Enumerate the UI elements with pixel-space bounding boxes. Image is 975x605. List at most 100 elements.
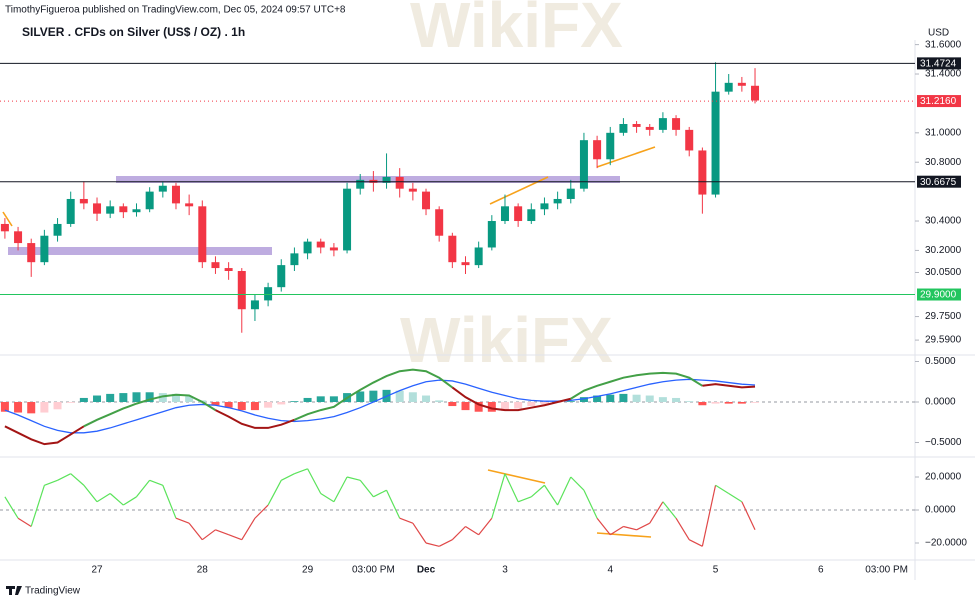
x-tick-label: 5 (713, 565, 719, 576)
x-tick-label: 6 (818, 565, 824, 576)
oscillator-segment (715, 484, 730, 495)
x-tick-label: 03:00 PM (352, 565, 395, 576)
candle-body (632, 123, 641, 127)
oscillator-segment (517, 496, 532, 503)
histogram-bar (711, 402, 720, 404)
candle-body (0, 223, 9, 232)
candle-body (685, 129, 694, 151)
price-label: 31.2160 (920, 96, 957, 107)
candle-body (343, 188, 352, 251)
candle-body (408, 188, 417, 192)
oscillator-segment (149, 479, 164, 486)
histogram-bar (171, 393, 180, 403)
oscillator-segment (254, 504, 269, 519)
histogram-bar (14, 402, 23, 413)
histogram-bar (237, 402, 246, 411)
y-tick-label: 30.0500 (925, 267, 962, 278)
histogram-bar (211, 402, 220, 406)
logo (6, 586, 22, 595)
histogram-bar (316, 396, 325, 403)
macd-line (451, 386, 572, 412)
oscillator-segment (491, 473, 506, 519)
histogram-bar (474, 402, 483, 412)
oscillator-segment (662, 501, 677, 519)
trendline (596, 146, 656, 168)
footer-text: TradingView (25, 586, 81, 597)
x-tick-label: 03:00 PM (865, 565, 908, 576)
histogram-bar (145, 392, 154, 403)
oscillator-segment (83, 484, 98, 503)
trendline (487, 469, 546, 484)
histogram-bar (527, 402, 536, 407)
histogram-bar (185, 396, 194, 403)
y-tick-label: 30.2000 (925, 245, 962, 256)
histogram-bar (119, 393, 128, 403)
candle-body (711, 91, 720, 195)
price-label: 30.6675 (920, 177, 957, 188)
zone (116, 176, 620, 183)
histogram-bar (514, 402, 523, 409)
oscillator-segment (70, 473, 85, 486)
x-tick-label: 28 (197, 565, 209, 576)
oscillator-segment (294, 468, 308, 475)
candle-body (395, 176, 404, 189)
oscillator-segment (373, 489, 387, 498)
candle-body (606, 132, 615, 160)
oscillator-segment (451, 526, 466, 541)
candle-body (698, 150, 707, 195)
price-label-box (917, 57, 961, 70)
candle-body (145, 191, 154, 210)
candle-body (487, 221, 496, 248)
oscillator-segment (346, 476, 361, 481)
y-tick-label: 20.0000 (925, 472, 962, 483)
histogram-bar (751, 402, 760, 403)
candle-body (672, 118, 681, 130)
oscillator-segment (399, 517, 414, 524)
y-tick-label: 0.0000 (925, 505, 956, 516)
footer: TradingView (6, 586, 81, 597)
candle-body (198, 206, 207, 263)
histogram-bar (356, 391, 365, 403)
y-tick-label: 31.6000 (925, 39, 962, 50)
oscillator-segment (465, 525, 479, 536)
candle-body (435, 209, 444, 236)
candle-body (751, 85, 760, 101)
price-label: 29.9000 (920, 290, 957, 301)
candle-body (79, 198, 88, 204)
oscillator-segment (543, 484, 559, 506)
candle-body (237, 271, 246, 310)
candle-body (724, 82, 733, 92)
candle-body (290, 253, 299, 266)
x-tick-label: 4 (607, 565, 613, 576)
oscillator-segment (412, 522, 427, 544)
oscillator-segment (188, 522, 203, 541)
candle-body (356, 179, 365, 189)
histogram-bar (685, 401, 694, 403)
histogram-bar (737, 402, 746, 404)
publisher: TimothyFigueroa published on TradingView… (5, 5, 346, 16)
histogram-bar (369, 390, 378, 403)
y-tick-label: 29.7500 (925, 311, 962, 322)
candle-body (106, 206, 115, 214)
oscillator-segment (359, 479, 374, 498)
candle-body (277, 265, 286, 288)
candle-body (119, 206, 128, 213)
candle-body (53, 223, 62, 236)
oscillator-segment (623, 525, 637, 531)
price-label-box (917, 288, 961, 301)
x-tick-label: 3 (502, 565, 508, 576)
oscillator-segment (478, 517, 493, 536)
histogram-bar (672, 397, 681, 403)
oscillator-segment (280, 473, 295, 481)
macd-line (83, 393, 216, 428)
oscillator-segment (583, 489, 598, 519)
histogram-bar (435, 400, 444, 403)
oscillator-segment (4, 496, 19, 519)
macd-line (702, 383, 756, 389)
oscillator-segment (136, 479, 151, 498)
histogram-bar (395, 390, 404, 403)
oscillator-segment (504, 473, 519, 503)
oscillator-segment (96, 492, 111, 503)
histogram-bar (422, 395, 431, 403)
histogram-bar (448, 402, 457, 407)
